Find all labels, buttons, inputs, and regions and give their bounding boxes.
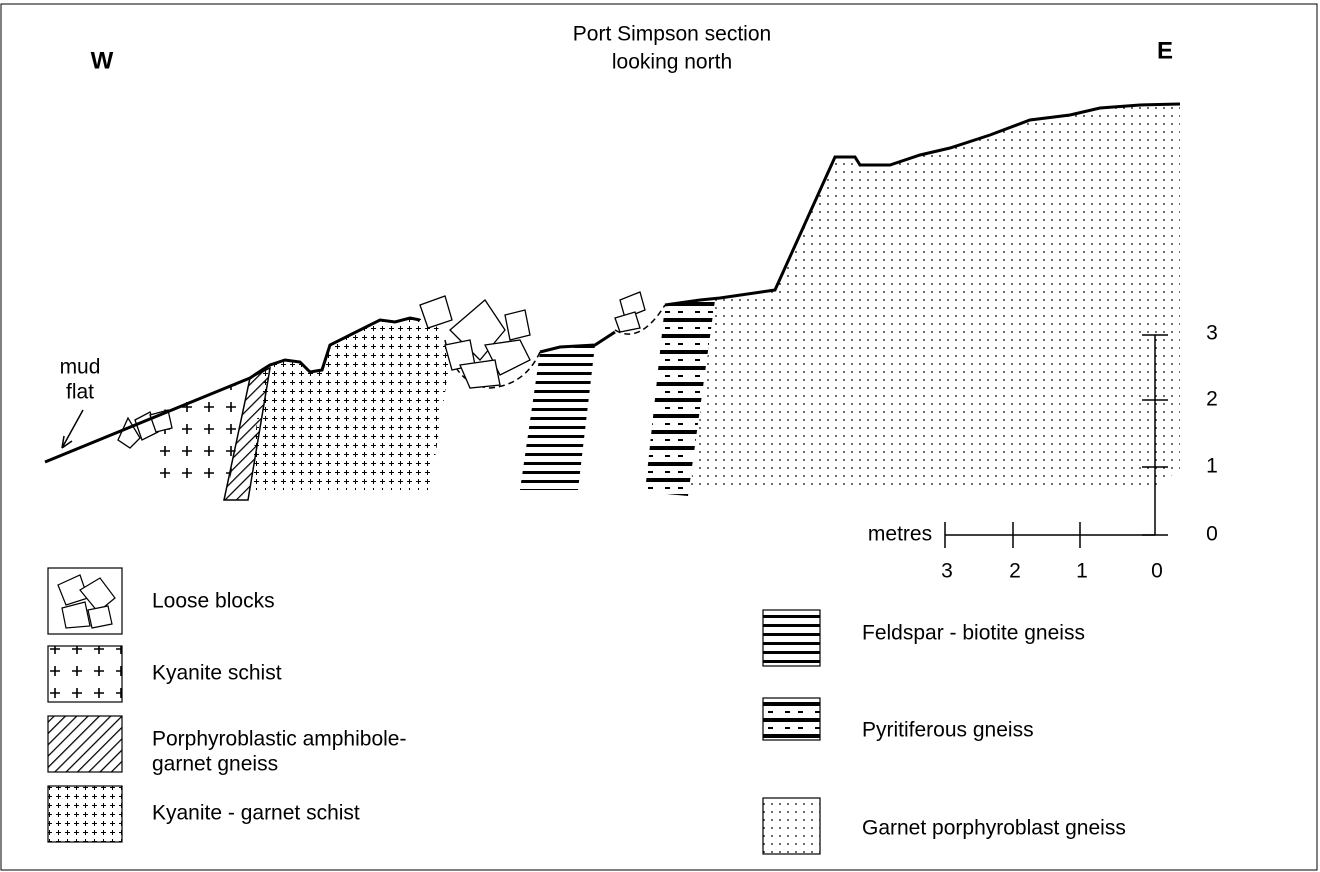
vertical-scale-label: 1 — [1206, 455, 1218, 478]
legend-label: Garnet porphyroblast gneiss — [862, 817, 1126, 840]
annotation-arrow — [62, 410, 83, 448]
horizontal-scale-label: 0 — [1151, 560, 1163, 583]
legend-label: Loose blocks — [152, 590, 275, 613]
legend-label: Kyanite - garnet schist — [152, 802, 360, 825]
annotation-line: flat — [66, 381, 94, 404]
section — [45, 104, 1180, 500]
title-line: Port Simpson section — [573, 23, 771, 46]
legend-label: Pyritiferous gneiss — [862, 719, 1034, 742]
legend-swatch — [48, 786, 122, 842]
legend-swatch — [763, 798, 820, 854]
vertical-scale-label: 2 — [1206, 388, 1218, 411]
vertical-scale-label: 3 — [1206, 322, 1218, 345]
legend-label: Porphyroblastic amphibole- — [152, 728, 406, 751]
legend-swatch — [48, 646, 122, 702]
legend-swatch — [48, 716, 122, 772]
horizontal-scale-label: 1 — [1076, 560, 1088, 583]
legend-swatch — [763, 610, 820, 666]
legend-label: garnet gneiss — [152, 753, 278, 776]
legend-label: Kyanite schist — [152, 662, 282, 685]
garnet-porphyroblast-gneiss — [690, 104, 1180, 490]
west-label: W — [91, 47, 114, 74]
kyanite-garnet-schist — [250, 318, 450, 490]
vertical-scale-label: 0 — [1206, 523, 1218, 546]
annotation-line: mud — [60, 356, 101, 379]
horizontal-scale-label: 3 — [941, 560, 953, 583]
title-line: looking north — [612, 51, 732, 74]
horizontal-scale-title: metres — [868, 523, 932, 546]
east-label: E — [1157, 37, 1173, 64]
legend-swatch — [763, 698, 820, 740]
horizontal-scale-label: 2 — [1009, 560, 1021, 583]
feldspar-biotite-gneiss — [520, 345, 595, 490]
legend-label: Feldspar - biotite gneiss — [862, 622, 1085, 645]
diagram: Port Simpson section looking north W E m… — [0, 0, 1320, 872]
